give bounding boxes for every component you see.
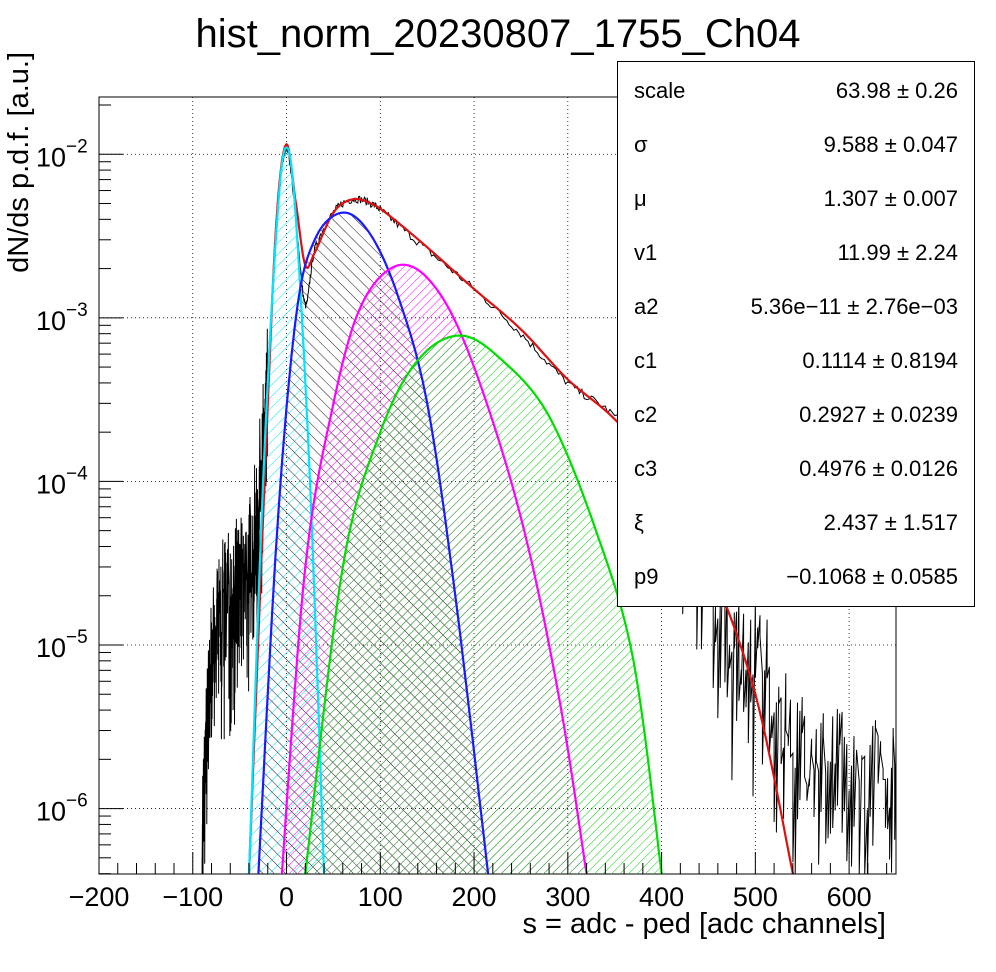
x-tick-label: 400 bbox=[639, 882, 684, 912]
component-curve-4 bbox=[280, 263, 588, 874]
stat-value: 5.36e−11 ± 2.76e−03 bbox=[750, 294, 958, 319]
x-tick-label: 600 bbox=[827, 882, 872, 912]
stat-value: 0.2927 ± 0.0239 bbox=[799, 402, 958, 427]
chart-title: hist_norm_20230807_1755_Ch04 bbox=[195, 12, 801, 56]
stat-row: p9 −0.1068 ± 0.0585 bbox=[634, 564, 958, 594]
stat-value: 1.307 ± 0.007 bbox=[823, 186, 958, 211]
stat-row: c3 0.4976 ± 0.0126 bbox=[634, 456, 958, 486]
stat-name: a2 bbox=[634, 294, 659, 319]
x-tick-label: 200 bbox=[452, 882, 497, 912]
stat-value: 0.4976 ± 0.0126 bbox=[799, 456, 958, 481]
y-tick-label: 10−6 bbox=[36, 791, 88, 827]
component-curve-3 bbox=[257, 211, 490, 874]
y-tick-label: 10−5 bbox=[36, 627, 88, 663]
stat-value: 0.1114 ± 0.8194 bbox=[802, 348, 958, 373]
x-axis-ticks: −200 −100 0 100 200 300 400 500 600 bbox=[69, 852, 888, 912]
y-tick-label: 10−2 bbox=[36, 136, 88, 172]
stat-value: 9.588 ± 0.047 bbox=[823, 132, 958, 157]
data-histogram bbox=[201, 144, 897, 875]
stat-name: ξ bbox=[634, 510, 644, 535]
x-tick-label: 500 bbox=[733, 882, 778, 912]
x-tick-label: 100 bbox=[358, 882, 403, 912]
x-tick-label: −100 bbox=[162, 882, 223, 912]
stat-name: scale bbox=[634, 78, 686, 103]
stat-row: σ 9.588 ± 0.047 bbox=[634, 132, 958, 162]
x-tick-label: 300 bbox=[545, 882, 590, 912]
stat-value: 2.437 ± 1.517 bbox=[823, 510, 958, 535]
x-axis-label: s = adc - ped [adc channels] bbox=[522, 908, 886, 940]
stat-name: v1 bbox=[634, 240, 658, 265]
stat-row: c1 0.1114 ± 0.8194 bbox=[634, 348, 958, 378]
stat-name: c1 bbox=[634, 348, 658, 373]
component-curve-5 bbox=[304, 334, 663, 874]
stat-row: scale 63.98 ± 0.26 bbox=[634, 78, 958, 108]
stat-name: μ bbox=[634, 186, 647, 211]
stat-name: σ bbox=[634, 132, 648, 157]
stat-row: μ 1.307 ± 0.007 bbox=[634, 186, 958, 216]
histogram-data bbox=[201, 144, 897, 875]
stat-name: c2 bbox=[634, 402, 658, 427]
component-curve-2 bbox=[247, 146, 326, 874]
stat-row: v1 11.99 ± 2.24 bbox=[634, 240, 958, 270]
stat-row: a2 5.36e−11 ± 2.76e−03 bbox=[634, 294, 958, 324]
x-tick-label: −200 bbox=[69, 882, 130, 912]
stat-value: 11.99 ± 2.24 bbox=[837, 240, 958, 265]
fit-stats-box: scale 63.98 ± 0.26 σ 9.588 ± 0.047 μ 1.307 ± … bbox=[617, 61, 975, 607]
stat-value: 63.98 ± 0.26 bbox=[835, 78, 958, 103]
y-axis-ticks: 10−2 10−3 10−4 10−5 10−6 bbox=[36, 104, 123, 875]
stat-name: c3 bbox=[634, 456, 658, 481]
y-tick-label: 10−4 bbox=[36, 463, 88, 499]
stat-row: ξ 2.437 ± 1.517 bbox=[634, 510, 958, 540]
y-axis-label: dN/ds p.d.f. [a.u.] bbox=[3, 52, 35, 273]
stat-row: c2 0.2927 ± 0.0239 bbox=[634, 402, 958, 432]
stat-value: −0.1068 ± 0.0585 bbox=[786, 564, 958, 589]
x-tick-label: 0 bbox=[279, 882, 294, 912]
y-tick-label: 10−3 bbox=[36, 300, 88, 336]
stat-name: p9 bbox=[634, 564, 659, 589]
